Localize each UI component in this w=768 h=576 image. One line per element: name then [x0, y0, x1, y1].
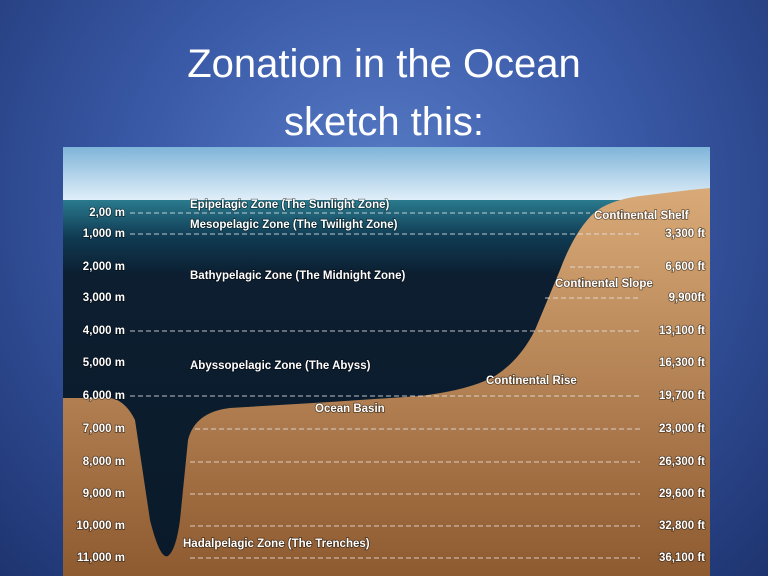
depth-feet: 3,300 ft — [665, 228, 705, 240]
zone-label: Bathypelagic Zone (The Midnight Zone) — [190, 270, 405, 282]
zone-label: Hadalpelagic Zone (The Trenches) — [183, 538, 370, 550]
feature-label: Continental Shelf — [594, 210, 689, 222]
depth-meters: 5,000 m — [83, 357, 125, 369]
depth-meters: 9,000 m — [83, 488, 125, 500]
depth-meters: 10,000 m — [76, 520, 125, 532]
depth-meters: 4,000 m — [83, 325, 125, 337]
depth-meters: 2,00 m — [89, 207, 125, 219]
depth-feet: 29,600 ft — [659, 488, 705, 500]
zone-label: Epipelagic Zone (The Sunlight Zone) — [190, 199, 390, 211]
depth-meters: 6,000 m — [83, 390, 125, 402]
sky — [63, 147, 710, 202]
slide-subtitle: sketch this: — [283, 100, 485, 144]
feature-label: Continental Slope — [555, 278, 653, 290]
depth-feet: 36,100 ft — [659, 552, 705, 564]
depth-meters: 1,000 m — [83, 228, 125, 240]
depth-meters: 8,000 m — [83, 456, 125, 468]
seabed — [63, 188, 710, 576]
depth-meters: 7,000 m — [83, 423, 125, 435]
zone-label: Abyssopelagic Zone (The Abyss) — [190, 360, 371, 372]
depth-meters: 2,000 m — [83, 261, 125, 273]
zone-label: Mesopelagic Zone (The Twilight Zone) — [190, 219, 398, 231]
depth-feet: 6,600 ft — [665, 261, 705, 273]
depth-feet: 26,300 ft — [659, 456, 705, 468]
depth-feet: 9,900ft — [669, 292, 706, 304]
depth-meters: 3,000 m — [83, 292, 125, 304]
depth-meters: 11,000 m — [77, 552, 125, 564]
depth-feet: 19,700 ft — [659, 390, 705, 402]
depth-feet: 32,800 ft — [659, 520, 705, 532]
feature-label: Ocean Basin — [315, 403, 385, 415]
depth-feet: 23,000 ft — [659, 423, 705, 435]
feature-label: Continental Rise — [486, 375, 577, 387]
depth-feet: 16,300 ft — [659, 357, 705, 369]
slide-title: Zonation in the Ocean — [187, 42, 581, 86]
depth-feet: 13,100 ft — [659, 325, 705, 337]
